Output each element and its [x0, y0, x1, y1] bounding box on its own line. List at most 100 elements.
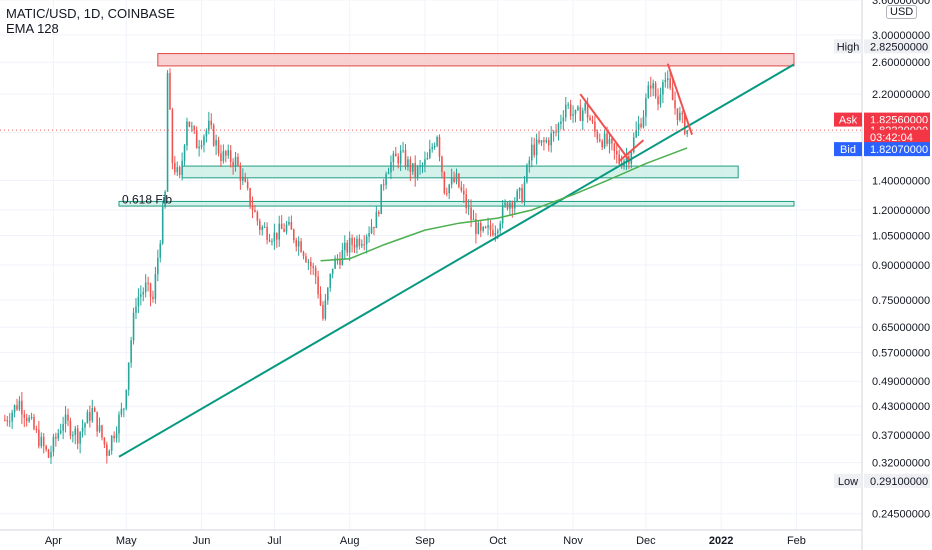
candle-body	[421, 165, 424, 167]
candle-body	[475, 218, 477, 234]
time-axis[interactable]: Apr May Jun Jul Aug Sep Oct Nov Dec 2022 Feb	[45, 535, 806, 547]
time-tick-label: Dec	[636, 535, 656, 547]
candle-body	[76, 428, 79, 444]
symbol-title[interactable]: MATIC/USD, 1D, COINBASE	[6, 6, 175, 21]
candle-body	[135, 306, 137, 313]
candle-body	[378, 211, 380, 214]
candle-body	[69, 420, 72, 436]
candle-body	[237, 156, 239, 166]
candle-body	[487, 225, 489, 228]
candle-body	[127, 362, 130, 390]
candle-body	[246, 181, 249, 189]
candle-body	[368, 233, 370, 237]
candle-body	[45, 446, 47, 450]
candle-body	[671, 87, 674, 101]
candle-body	[455, 173, 458, 182]
candle-body	[290, 222, 293, 230]
price-axis[interactable]: 3.60000000 3.00000000 2.60000000 2.20000000…	[872, 0, 930, 521]
candle-body	[188, 121, 191, 127]
candle-body	[161, 206, 164, 244]
candle-body	[142, 292, 145, 295]
candle-body	[28, 417, 30, 422]
candle-body	[171, 109, 174, 164]
candle-body	[38, 429, 40, 447]
candle-body	[254, 210, 256, 212]
candle-body	[276, 232, 278, 240]
candle-body	[625, 156, 628, 161]
candle-body	[353, 244, 356, 248]
candle-body	[72, 434, 74, 436]
candle-body	[295, 240, 298, 247]
candle-body	[305, 256, 307, 262]
candle-body	[601, 141, 603, 148]
candle-body	[324, 300, 327, 319]
candle-body	[84, 423, 86, 428]
price-tick-label: 0.65000000	[872, 322, 930, 334]
candle-body	[101, 425, 103, 438]
candle-body	[533, 144, 535, 156]
candle-body	[467, 207, 470, 209]
candle-body	[654, 83, 657, 97]
candle-body	[266, 226, 268, 240]
candle-body	[113, 435, 115, 439]
fib-label: 0.618 Fib	[122, 192, 172, 206]
candle-body	[407, 159, 409, 167]
candle-body	[594, 121, 596, 132]
candle-body	[453, 177, 455, 182]
candle-body	[555, 131, 557, 133]
candle-body	[445, 193, 448, 195]
candle-body	[149, 283, 152, 297]
candle-body	[220, 153, 222, 161]
candle-body	[470, 207, 472, 220]
candle-body	[509, 202, 511, 209]
price-tick-label: 1.20000000	[872, 205, 930, 217]
candle-body	[419, 165, 421, 167]
candle-body	[261, 226, 264, 230]
candle-body	[62, 424, 64, 431]
candle-body	[382, 184, 385, 186]
price-tags: High2.82500000Ask1.825600001.8222000003:…	[834, 39, 930, 488]
currency-badge[interactable]: USD	[886, 5, 918, 19]
price-tag-label-box	[834, 473, 862, 488]
candle-body	[363, 244, 366, 246]
candle-body	[140, 294, 142, 297]
candle-body	[268, 239, 271, 242]
candle-body	[516, 190, 518, 201]
candle-body	[664, 79, 667, 83]
candle-body	[642, 116, 645, 128]
candle-body	[67, 414, 69, 421]
candle-body	[674, 100, 676, 109]
candle-body	[591, 120, 594, 122]
ema-indicator-label[interactable]: EMA 128	[6, 21, 59, 36]
time-tick-label: Apr	[45, 535, 62, 547]
candle-body	[16, 405, 18, 410]
candle-body	[645, 98, 647, 117]
candle-body	[81, 427, 84, 432]
candle-body	[33, 416, 35, 430]
candle-body	[547, 140, 550, 146]
candle-body	[259, 220, 261, 230]
candle-body	[460, 187, 463, 191]
candle-body	[8, 421, 11, 423]
price-tick-label: 3.60000000	[872, 0, 930, 7]
candle-body	[358, 238, 361, 246]
candle-body	[232, 161, 234, 167]
candle-body	[47, 449, 50, 458]
candle-body	[203, 136, 205, 146]
candle-body	[496, 230, 499, 234]
time-tick-label: Feb	[787, 535, 806, 547]
candle-body	[482, 226, 484, 231]
candle-body	[13, 405, 16, 413]
candle-body	[530, 144, 533, 161]
candle-body	[615, 151, 618, 155]
candle-body	[501, 205, 504, 224]
candle-body	[513, 200, 516, 209]
price-tag-value-box	[864, 142, 930, 157]
candle-body	[683, 114, 686, 134]
candle-body	[618, 154, 620, 164]
candle-body	[147, 282, 149, 284]
candle-body	[57, 433, 60, 439]
price-tick-label: 0.90000000	[872, 260, 930, 272]
candle-body	[4, 420, 6, 422]
